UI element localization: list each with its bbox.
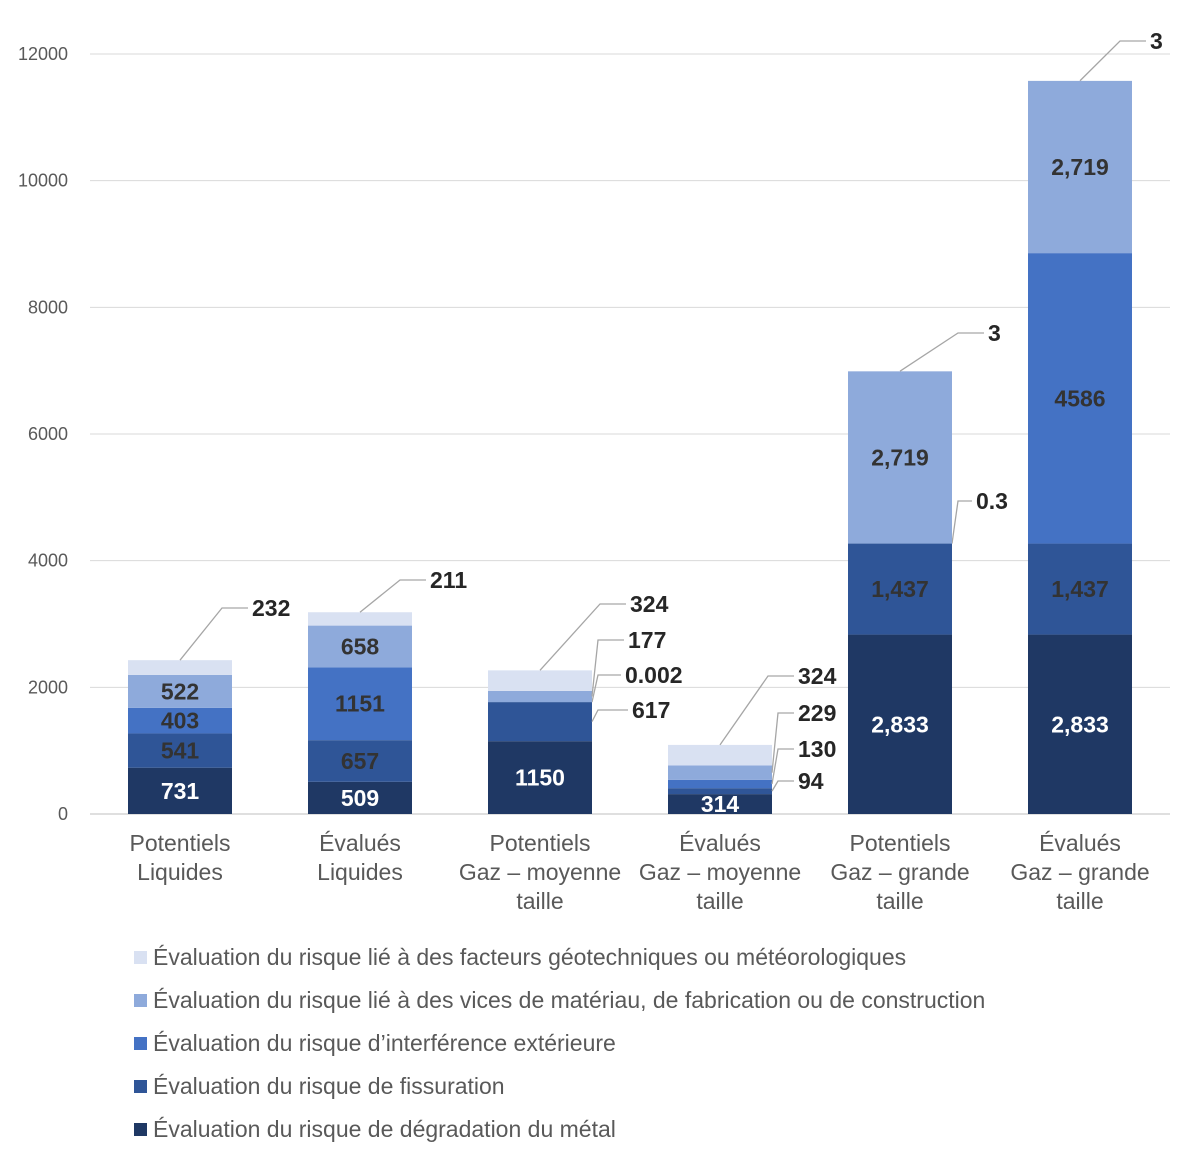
data-label: 1,437 <box>1051 576 1109 602</box>
legend-item: Évaluation du risque de fissuration <box>134 1065 985 1108</box>
stacked-bar-chart: 0 2000 4000 6000 8000 10000 12000 731 541 403 522 2… <box>0 0 1200 930</box>
x-category-label: taille <box>516 888 563 914</box>
data-label: 232 <box>252 595 290 621</box>
y-tick-label: 6000 <box>28 424 68 444</box>
bar-segment <box>668 780 772 788</box>
data-label: 94 <box>798 768 824 794</box>
x-category-label: Gaz – moyenne <box>459 859 621 885</box>
data-label: 2,719 <box>871 444 929 470</box>
data-label: 2,833 <box>1051 711 1109 737</box>
legend-swatch <box>134 1080 147 1093</box>
x-category-label: Évalués <box>679 830 761 856</box>
data-label: 658 <box>341 633 380 659</box>
leader-line <box>180 608 248 660</box>
leader-line <box>772 749 794 784</box>
data-label: 0.3 <box>976 488 1008 514</box>
data-label: 3 <box>1150 28 1163 54</box>
data-label: 4586 <box>1054 385 1105 411</box>
legend-swatch <box>134 994 147 1007</box>
bar-segment <box>308 612 412 625</box>
legend-swatch <box>134 951 147 964</box>
legend-label: Évaluation du risque lié à des vices de … <box>153 987 985 1014</box>
data-label: 509 <box>341 785 379 811</box>
legend-label: Évaluation du risque lié à des facteurs … <box>153 944 906 971</box>
x-category-label: Gaz – grande <box>1010 859 1149 885</box>
legend-label: Évaluation du risque d’interférence exté… <box>153 1030 616 1057</box>
y-tick-label: 2000 <box>28 677 68 697</box>
bar-segment <box>488 670 592 691</box>
data-label: 0.002 <box>625 662 683 688</box>
data-label: 324 <box>798 663 837 689</box>
legend-swatch <box>134 1123 147 1136</box>
x-category-label: taille <box>1056 888 1103 914</box>
x-category-label: Potentiels <box>129 830 230 856</box>
legend-label: Évaluation du risque de dégradation du m… <box>153 1116 616 1143</box>
leader-line <box>540 604 626 670</box>
y-tick-label: 4000 <box>28 551 68 571</box>
data-label: 1151 <box>335 691 385 717</box>
bar-segment <box>668 788 772 794</box>
x-category-label: Évalués <box>319 830 401 856</box>
data-label: 2,719 <box>1051 154 1109 180</box>
leader-line <box>952 501 972 544</box>
bar-segment <box>668 765 772 780</box>
data-label: 229 <box>798 700 836 726</box>
data-label: 3 <box>988 320 1001 346</box>
x-category-label: Potentiels <box>849 830 950 856</box>
leader-line <box>592 675 621 702</box>
legend-label: Évaluation du risque de fissuration <box>153 1073 505 1100</box>
data-label: 617 <box>632 697 670 723</box>
leader-line <box>592 640 624 696</box>
y-tick-label: 10000 <box>18 171 68 191</box>
data-label: 657 <box>341 748 379 774</box>
data-label: 541 <box>161 738 200 764</box>
data-label: 130 <box>798 736 836 762</box>
legend-item: Évaluation du risque lié à des facteurs … <box>134 936 985 979</box>
data-label: 324 <box>630 591 669 617</box>
leader-line <box>772 781 794 791</box>
leader-line <box>1080 41 1146 81</box>
leader-line <box>720 676 794 745</box>
leader-line <box>900 333 984 371</box>
x-category-label: taille <box>876 888 923 914</box>
data-label: 2,833 <box>871 711 929 737</box>
legend: Évaluation du risque lié à des facteurs … <box>134 936 985 1151</box>
bar-segment <box>488 691 592 702</box>
legend-item: Évaluation du risque d’interférence exté… <box>134 1022 985 1065</box>
x-category-label: Gaz – moyenne <box>639 859 801 885</box>
data-label: 1150 <box>515 765 565 791</box>
y-tick-label: 0 <box>58 804 68 824</box>
leader-line <box>592 710 628 722</box>
data-label: 314 <box>701 791 740 817</box>
x-category-label: Potentiels <box>489 830 590 856</box>
y-tick-label: 8000 <box>28 297 68 317</box>
y-tick-label: 12000 <box>18 44 68 64</box>
data-label: 1,437 <box>871 576 929 602</box>
x-category-label: Gaz – grande <box>830 859 969 885</box>
legend-swatch <box>134 1037 147 1050</box>
x-category-label: Liquides <box>317 859 403 885</box>
bar-segment <box>128 660 232 675</box>
data-label: 522 <box>161 678 199 704</box>
data-label: 177 <box>628 627 666 653</box>
data-label: 211 <box>430 567 467 593</box>
legend-item: Évaluation du risque de dégradation du m… <box>134 1108 985 1151</box>
x-category-label: taille <box>696 888 743 914</box>
bar-segment <box>488 702 592 741</box>
x-category-label: Liquides <box>137 859 223 885</box>
leader-line <box>360 580 426 612</box>
legend-item: Évaluation du risque lié à des vices de … <box>134 979 985 1022</box>
data-label: 403 <box>161 708 199 734</box>
bar-segment <box>668 745 772 766</box>
x-category-label: Évalués <box>1039 830 1121 856</box>
data-label: 731 <box>161 778 200 804</box>
